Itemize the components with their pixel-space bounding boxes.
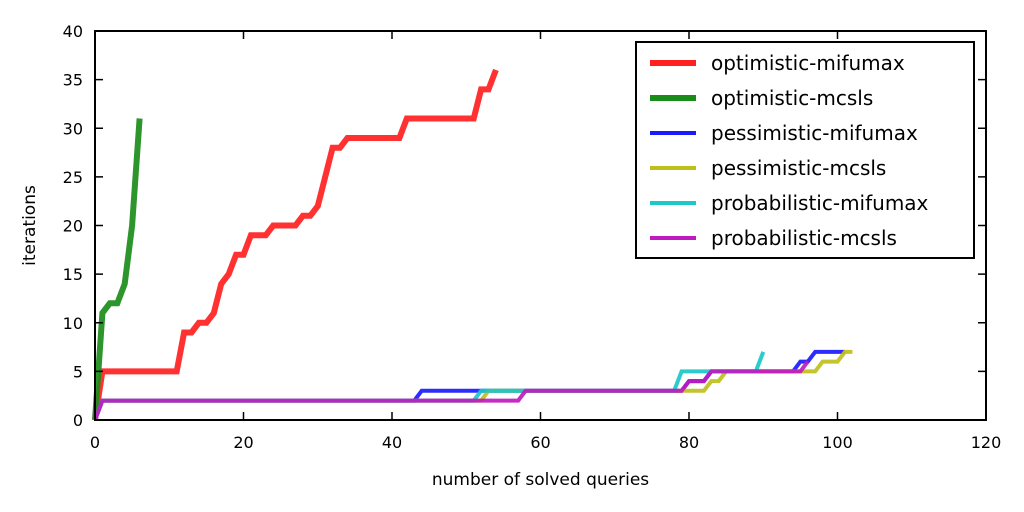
y-axis-label: iterations	[20, 185, 40, 266]
legend-box	[635, 41, 975, 259]
x-tick-label: 80	[679, 433, 699, 452]
x-tick-label: 20	[233, 433, 253, 452]
series-line-optimistic-mifumax	[92, 68, 499, 421]
y-tick-label: 35	[63, 71, 83, 90]
x-tick-label: 40	[382, 433, 402, 452]
x-axis-label: number of solved queries	[432, 470, 649, 490]
legend-label-optimistic-mcsls: optimistic-mcsls	[711, 86, 873, 110]
x-tick-label: 100	[822, 433, 853, 452]
y-tick-label: 5	[73, 362, 83, 381]
legend-label-probabilistic-mcsls: probabilistic-mcsls	[711, 226, 897, 250]
y-tick-label: 20	[63, 217, 83, 236]
series-line-pessimistic-mcsls	[93, 349, 853, 421]
legend-label-pessimistic-mifumax: pessimistic-mifumax	[711, 121, 918, 145]
legend-label-probabilistic-mifumax: probabilistic-mifumax	[711, 191, 929, 215]
y-tick-label: 30	[63, 119, 83, 138]
x-tick-label: 0	[90, 433, 100, 452]
series-line-pessimistic-mifumax	[93, 349, 845, 421]
series-layer	[92, 68, 853, 421]
legend-label-pessimistic-mcsls: pessimistic-mcsls	[711, 156, 886, 180]
y-tick-label: 10	[63, 314, 83, 333]
series-line-probabilistic-mcsls	[93, 360, 810, 421]
x-tick-label: 120	[971, 433, 1002, 452]
y-tick-label: 25	[63, 168, 83, 187]
tick-layer: 0 20 40 60 80 100 120 0 5 10 15 20 25 30 35 40	[63, 22, 1002, 452]
y-tick-label: 0	[73, 411, 83, 430]
y-tick-label: 15	[63, 265, 83, 284]
legend-label-optimistic-mifumax: optimistic-mifumax	[711, 51, 905, 75]
series-line-probabilistic-mifumax	[93, 351, 766, 421]
x-tick-label: 60	[530, 433, 550, 452]
y-tick-label: 40	[63, 22, 83, 41]
series-line-optimistic-mcsls	[92, 118, 143, 421]
legend: optimistic-mifumax optimistic-mcsls pessim…	[635, 41, 975, 259]
